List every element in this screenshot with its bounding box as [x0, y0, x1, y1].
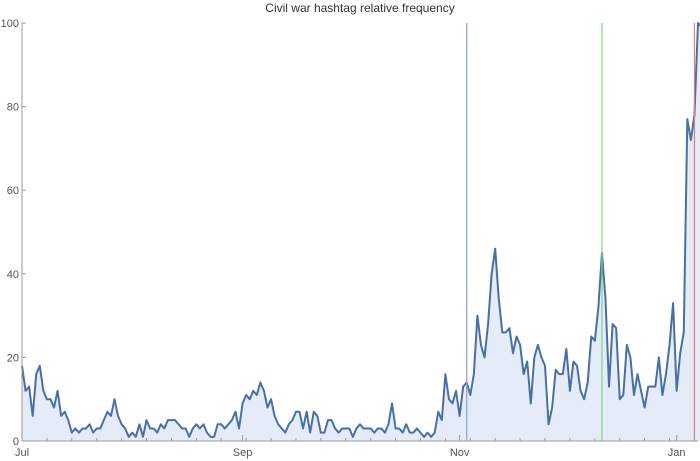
- y-tick-label: 80: [7, 102, 19, 114]
- y-tick-label: 20: [7, 352, 19, 364]
- y-tick-label: 40: [7, 269, 19, 281]
- x-tick-label: Jul: [15, 447, 29, 459]
- y-tick-label: 100: [1, 18, 19, 30]
- x-tick-label: Jan: [668, 447, 686, 459]
- series-line: [21, 22, 700, 438]
- x-tick-label: Nov: [450, 447, 470, 459]
- series-area-fill: [22, 23, 700, 441]
- plot-area: [21, 22, 700, 441]
- x-tick-label: Sep: [233, 447, 253, 459]
- chart-title: Civil war hashtag relative frequency: [265, 1, 454, 15]
- axes: 0 20 40 60 80 100 Jul Sep Nov Jan: [1, 18, 698, 459]
- y-tick-label: 60: [7, 185, 19, 197]
- y-tick-label: 0: [13, 436, 19, 448]
